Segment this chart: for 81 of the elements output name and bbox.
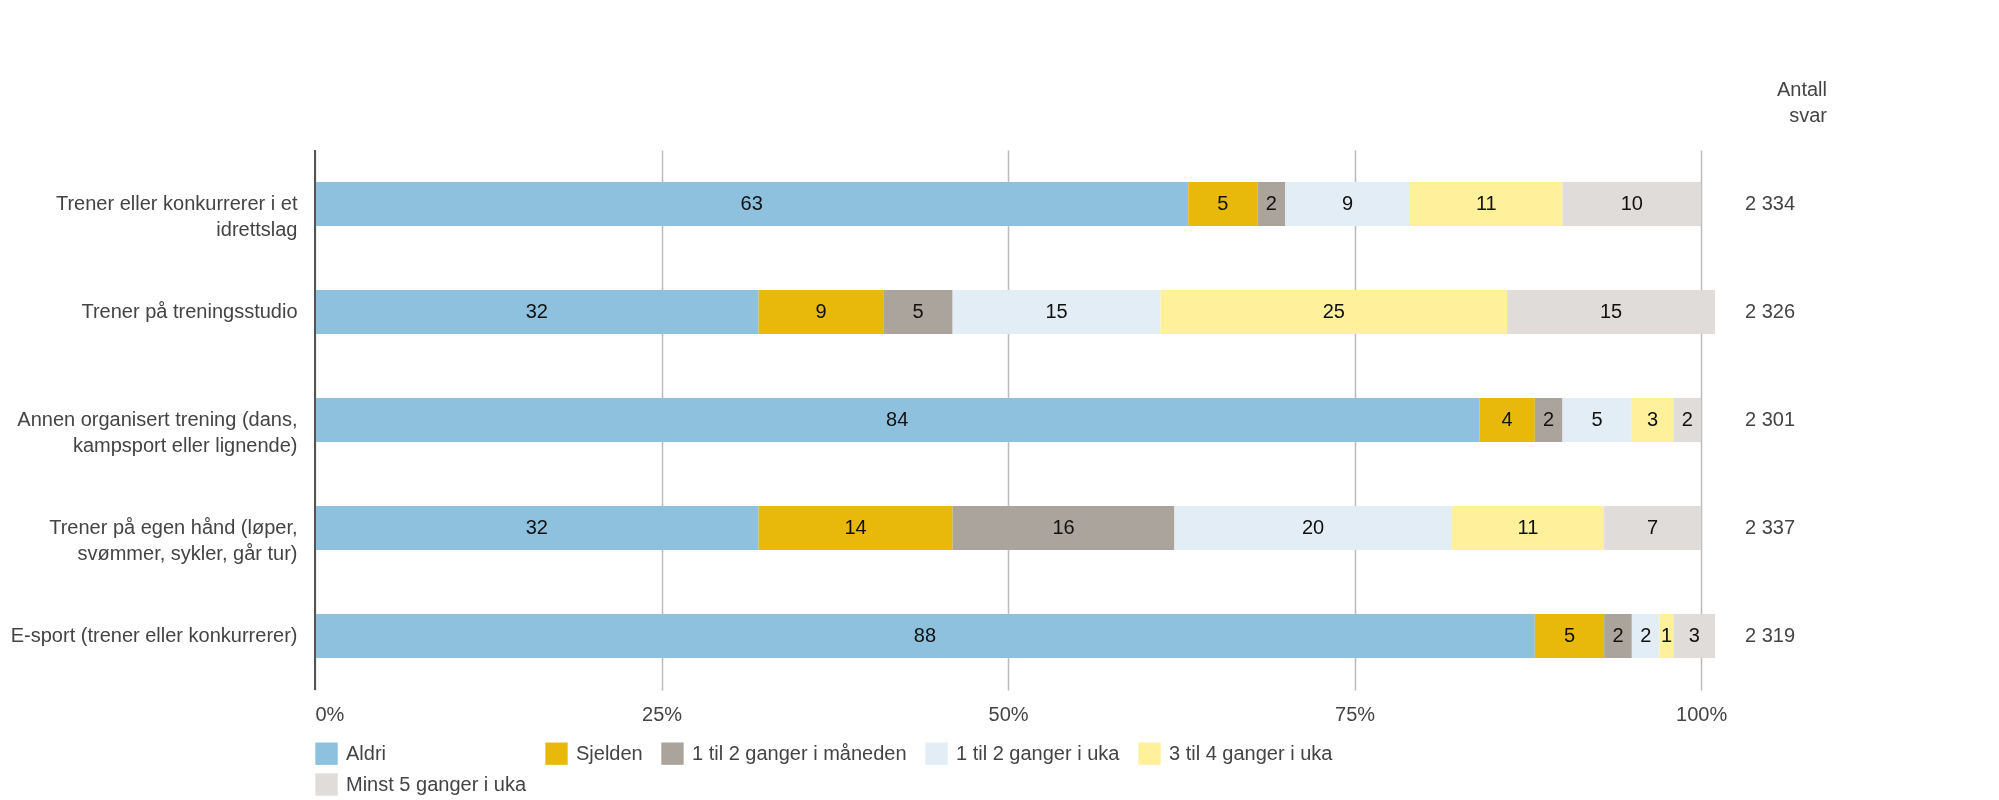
text: 2 301 — [1745, 408, 1796, 430]
bar — [1534, 614, 1605, 658]
bar — [758, 290, 884, 334]
data-label: 9 — [1342, 192, 1354, 214]
data-label: 32 — [525, 516, 548, 538]
bar — [1673, 398, 1702, 442]
data-label: 88 — [913, 624, 937, 646]
bar — [1604, 614, 1632, 658]
data-label: 2 — [1265, 192, 1277, 214]
data-label: 5 — [1563, 624, 1576, 646]
y-tick-label: Annen organisert trening (dans, kampsport eller lignende) — [17, 408, 298, 456]
bar — [1562, 398, 1632, 442]
bar — [1479, 398, 1535, 442]
bar — [952, 506, 1175, 550]
text: 2 334 — [1745, 192, 1796, 214]
y-tick-label: Trener på egen hånd (løper, svømmer, sykler, går tur) — [49, 516, 298, 564]
text: Antall svar — [1776, 78, 1828, 126]
y-tick-label: Trener eller konkurrerer i et idrettslag — [55, 192, 298, 240]
legend-label: Minst 5 ganger i uka — [346, 772, 527, 795]
bar — [315, 506, 759, 550]
bar — [1562, 182, 1702, 226]
legend-label: 1 til 2 ganger i uka — [956, 741, 1121, 764]
text: 2 319 — [1745, 624, 1796, 646]
data-label: 1 — [1660, 624, 1673, 646]
bar — [883, 290, 953, 334]
data-label: 2 — [1640, 624, 1652, 646]
bar — [1285, 182, 1411, 226]
bar — [1507, 290, 1715, 334]
y-tick-label: Trener på treningsstudio — [81, 300, 298, 322]
data-label: 11 — [1475, 192, 1497, 214]
data-label: 3 — [1688, 624, 1700, 646]
bar — [315, 614, 1535, 658]
bar — [1604, 506, 1702, 550]
data-label: 4 — [1501, 408, 1513, 430]
data-label: 63 — [740, 192, 763, 214]
data-label: 2 — [1612, 624, 1624, 646]
data-label: 20 — [1301, 516, 1325, 538]
text: 2 337 — [1745, 516, 1796, 538]
bar — [952, 290, 1161, 334]
data-label: 32 — [525, 300, 548, 322]
x-tick-label: 100% — [1676, 702, 1728, 725]
bar — [758, 506, 953, 550]
x-tick-label: 50% — [988, 702, 1029, 725]
text: 2 326 — [1745, 300, 1796, 322]
legend-label: 1 til 2 ganger i måneden — [692, 741, 907, 764]
bar — [1451, 506, 1605, 550]
data-label: 5 — [1217, 192, 1229, 214]
bar — [315, 290, 759, 334]
y-tick-label: E-sport (trener eller konkurrerer) — [10, 624, 298, 646]
data-label: 9 — [815, 300, 827, 322]
data-label: 25 — [1322, 300, 1345, 322]
x-tick-label: 75% — [1335, 702, 1376, 725]
data-label: 15 — [1045, 300, 1068, 322]
data-label: 3 — [1647, 408, 1659, 430]
data-label: 2 — [1543, 408, 1555, 430]
data-label: 5 — [1591, 408, 1603, 430]
bar — [1631, 614, 1660, 658]
data-label: 84 — [886, 408, 909, 430]
data-label: 16 — [1052, 516, 1075, 538]
legend-label: Sjelden — [576, 741, 643, 764]
data-label: 11 — [1517, 516, 1539, 538]
bar — [1174, 506, 1452, 550]
bar — [1188, 182, 1258, 226]
legend-label: 3 til 4 ganger i uka — [1169, 741, 1334, 764]
bar — [1410, 182, 1563, 226]
x-tick-label: 0% — [315, 702, 345, 725]
data-label: 5 — [912, 300, 924, 322]
bar — [315, 398, 1480, 442]
data-label: 14 — [844, 516, 867, 538]
legend-label: Aldri — [346, 741, 387, 764]
bar — [1673, 614, 1715, 658]
x-tick-label: 25% — [642, 702, 683, 725]
bar — [1534, 398, 1563, 442]
data-label: 10 — [1620, 192, 1643, 214]
bar — [1160, 290, 1508, 334]
data-label: 15 — [1599, 300, 1623, 322]
bar — [1257, 182, 1286, 226]
data-label: 7 — [1647, 516, 1659, 538]
data-label: 2 — [1681, 408, 1693, 430]
bar — [1631, 398, 1674, 442]
bar — [315, 182, 1189, 226]
